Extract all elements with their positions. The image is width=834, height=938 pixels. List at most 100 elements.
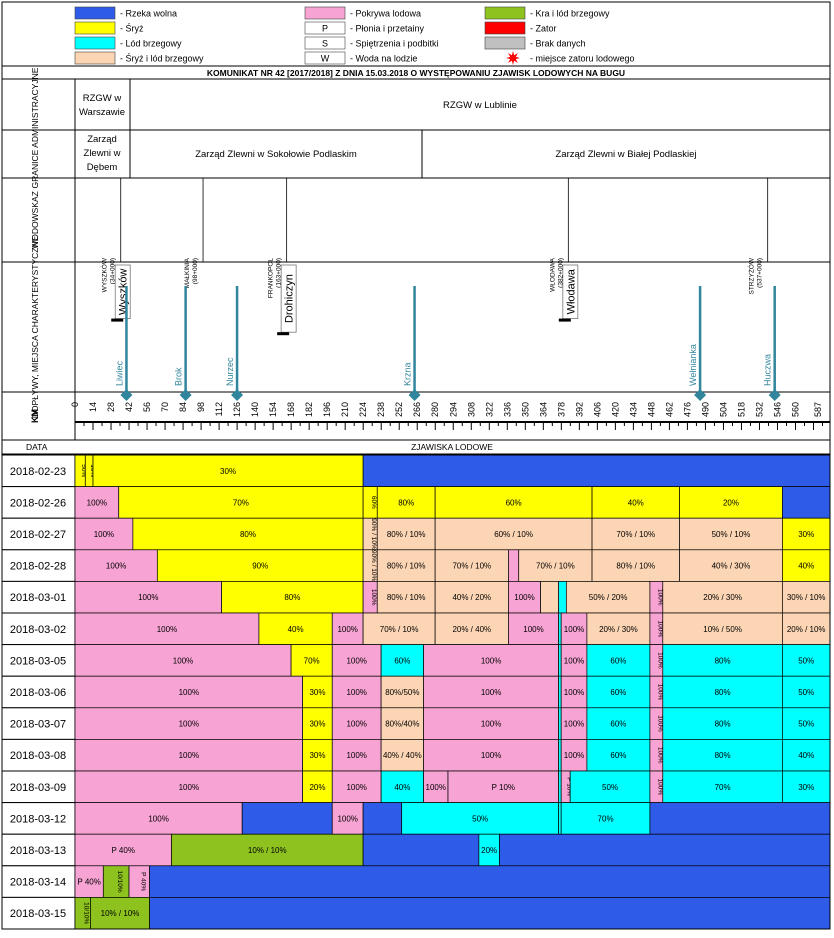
tributary-mouth-icon [694,389,707,401]
segment-label: 30% [220,467,236,476]
ice-segment [171,833,364,867]
ice-segment [423,644,559,677]
date-cell-label: 2018-03-02 [10,624,66,636]
date-cell [1,865,76,898]
ice-jam-star-icon [506,51,520,65]
segment-label: 50% [602,783,618,792]
tributary-mouth-icon [768,389,781,401]
tributary-name: Liwiec [114,360,124,386]
gauge-name: WŁODAWA [549,257,556,291]
ice-segment [331,802,364,835]
ice-segment [662,739,783,772]
segment-label: 100% [656,620,663,637]
ice-segment [380,675,424,709]
segment-label: 100% [346,720,366,729]
segment-label: 10% / 10% [101,909,140,918]
km-tick-label: 0 [70,402,80,407]
legend: - Rzeka wolna - Pokrywa lodowa - Kra i lód… [1,1,831,67]
segment-label: 50% / 10% [712,530,751,539]
legend-label: - Śryż i lód brzegowy [120,53,204,64]
segment-label: 10% / 50% [703,625,742,634]
segment-label: 50% [80,464,87,477]
segment-label: 10% [89,464,96,477]
legend-swatch [484,6,526,20]
ice-segment [586,644,651,677]
date-cell-label: 2018-02-26 [10,497,66,509]
segment-label: 20% [723,498,739,507]
ice-segment [782,486,831,519]
ice-segment [558,770,562,803]
ice-segment [586,675,651,709]
segment-label: 100% [346,688,366,697]
ice-segment [258,612,333,645]
segment-label: 40% [288,625,304,634]
ice-segment [518,549,593,582]
header-band [1,177,831,263]
legend-symbol: S [322,39,328,49]
km-tick-label: 294 [448,402,458,417]
segment-label: 80% [715,720,731,729]
ice-segment [679,486,783,519]
ice-segment [662,581,783,614]
km-tick-label: 448 [646,402,656,417]
ice-segment [591,549,680,582]
gauge-name: FRANKOPOL [268,258,275,298]
segment-label: 100% [564,625,584,634]
segment-label: 100% [564,720,584,729]
segment-label: 80% [715,656,731,665]
km-tick-label: 84 [178,402,188,412]
ice-segment [380,770,424,803]
km-tick-label: 378 [556,402,566,417]
ice-segment [558,675,562,709]
ice-segment [302,707,333,740]
ice-segment [362,454,831,487]
ice-segment [132,517,364,551]
segment-label: 90% [252,562,268,571]
ice-segment [782,739,831,772]
ice-segment [331,739,382,772]
segment-label: 30% / 10% [787,593,826,602]
ice-segment [380,739,424,772]
km-tick-label: 504 [718,402,728,417]
date-cell-label: 2018-03-01 [10,592,66,604]
ice-segment [74,802,243,835]
data-rows: 2018-02-23 50% 10% 30%2018-02-26 100% 70% 60% 8… [1,454,831,930]
km-tick-label: 28 [106,402,116,412]
segment-label: 100% [148,814,168,823]
gauge-name: MAŁKINIA [184,257,191,288]
ice-segment [302,675,333,709]
ice-segment [591,486,680,519]
ice-segment [540,581,559,614]
segment-label: 60% [370,496,377,509]
segment-label: 80% [284,593,300,602]
legend-label: - Śryż [120,23,144,34]
segment-label: 100% [481,656,501,665]
segment-label: 60% [610,656,626,665]
segment-label: 70% / 10% [536,562,575,571]
date-cell-label: 2018-03-08 [10,750,66,762]
tributary-name: Krzna [403,362,413,386]
date-cell-label: 2018-03-07 [10,719,66,731]
rzgw-warszawa-label: RZGW w Warszawie [79,93,125,118]
date-cell-label: 2018-03-12 [10,813,66,825]
segment-label: 40% / 30% [712,562,751,571]
tributary-mouth-icon [408,389,421,401]
date-header: DATA [26,442,48,452]
segment-label: 90% / 10% [370,518,377,550]
legend-label: - Rzeka wolna [120,9,177,19]
ice-segment [331,644,382,677]
ice-segment [662,675,783,709]
segment-label: 30% [309,751,325,760]
segment-label: 80% [240,530,256,539]
town-marker [558,318,571,322]
segment-label: 20% / 30% [703,593,742,602]
segment-label: 80%/50% [385,688,419,697]
ice-segment [508,581,541,614]
segment-label: 100% [94,530,114,539]
km-tick-label: 42 [124,402,134,412]
date-cell [1,580,76,614]
segment-label: 60% [394,656,410,665]
column-header-row [1,439,831,455]
segment-label: 60% [506,498,522,507]
date-cell [1,454,76,488]
